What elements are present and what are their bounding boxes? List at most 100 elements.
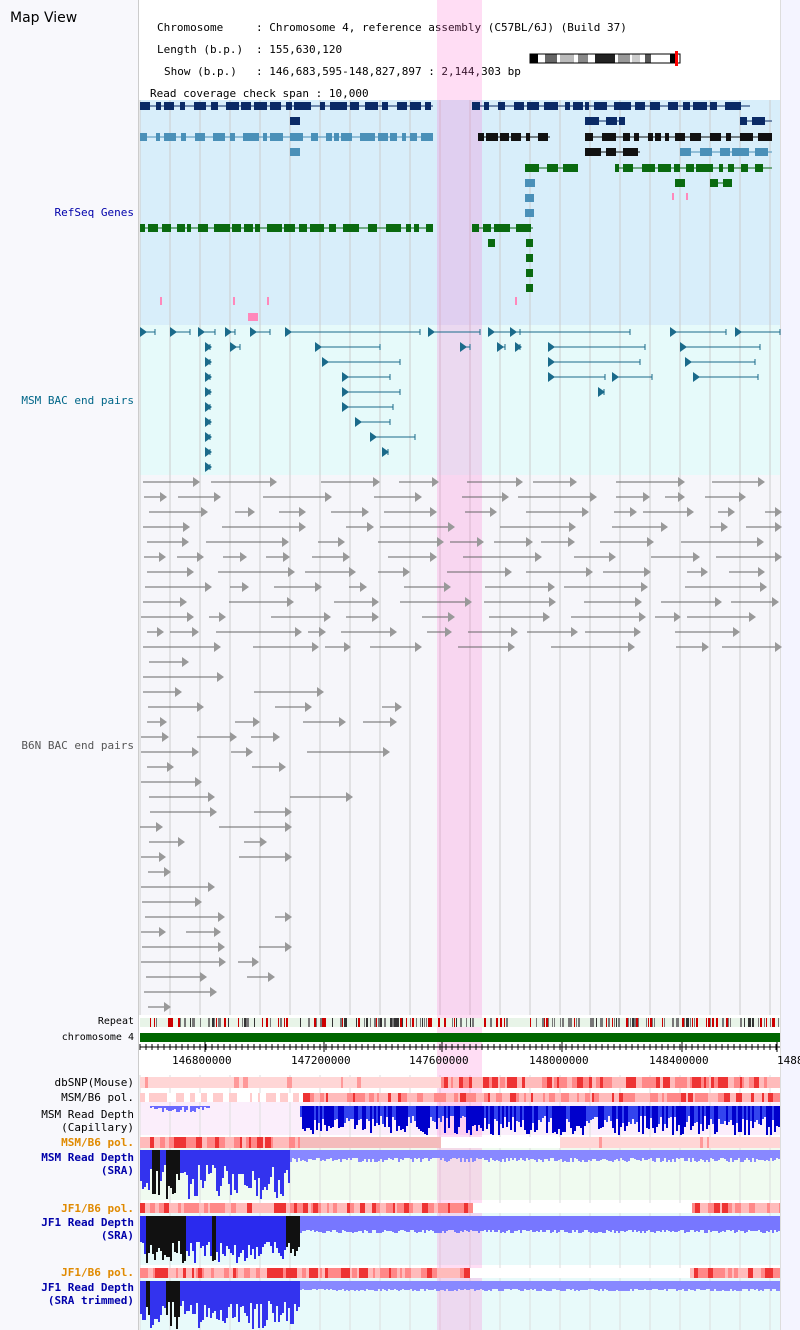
jf1-trim-bar	[444, 1281, 446, 1291]
jf1-trim-bar	[740, 1281, 742, 1291]
dbsnp-cell	[453, 1077, 459, 1088]
label-refseq[interactable]: RefSeq Genes	[54, 206, 134, 219]
jf1-trim-bar	[532, 1281, 534, 1290]
msm-cap-bar	[344, 1106, 346, 1123]
msm-sra-bar	[146, 1150, 148, 1183]
jf1-sra-bar	[212, 1216, 214, 1261]
b6n-bac-end	[693, 552, 700, 562]
jf1-sra-bar	[232, 1216, 234, 1255]
repeat-block	[248, 1018, 249, 1027]
axis-tick-label: 147600000	[409, 1054, 469, 1067]
msm-pol-cell	[345, 1093, 347, 1102]
jf1-pol-cell	[475, 1203, 481, 1213]
msm-bac-pair-end	[322, 357, 329, 367]
jf1-trim-bar	[408, 1281, 410, 1290]
msm-pol2-cell	[599, 1137, 602, 1148]
msm-sra-bar	[754, 1150, 756, 1162]
jf1-pol2-cell	[681, 1268, 687, 1278]
dbsnp-cell	[549, 1077, 552, 1088]
msm-sra-bar	[570, 1150, 572, 1158]
repeat-block	[378, 1018, 380, 1027]
jf1-trim-bar	[540, 1281, 542, 1291]
dbsnp-cell	[364, 1077, 367, 1088]
jf1-trim-bar	[724, 1281, 726, 1291]
jf1-pol2-cell	[485, 1268, 491, 1278]
jf1-pol-cell	[208, 1203, 210, 1213]
msm-cap-bar	[164, 1106, 166, 1108]
jf1-sra-bar	[248, 1216, 250, 1245]
msm-pol-cell	[299, 1093, 303, 1102]
msm-sra-bar	[298, 1150, 300, 1158]
msm-sra-bar	[276, 1150, 278, 1198]
msm-bac-pair-end	[598, 387, 605, 397]
label-b6n-bac[interactable]: B6N BAC end pairs	[21, 739, 134, 752]
msm-cap-bar	[362, 1106, 364, 1130]
msm-pol2-cell	[240, 1137, 242, 1148]
jf1-trim-bar	[180, 1281, 182, 1306]
msm-cap-bar	[438, 1106, 440, 1118]
jf1-pol-cell	[481, 1203, 486, 1213]
dbsnp-cell	[324, 1077, 328, 1088]
repeat-block	[612, 1018, 613, 1027]
jf1-trim-bar	[314, 1281, 316, 1289]
repeat-block	[546, 1018, 548, 1027]
jf1-trim-bar	[572, 1281, 574, 1289]
msm-sra-bar	[360, 1150, 362, 1162]
msm-pol2-cell	[415, 1137, 419, 1148]
jf1-pol-cell	[496, 1203, 501, 1213]
msm-pol2-cell	[594, 1137, 597, 1148]
msm-cap-bar	[334, 1106, 336, 1120]
dbsnp-cell	[647, 1077, 651, 1088]
msm-sra-bar	[540, 1150, 542, 1160]
left-panel	[0, 0, 139, 1330]
msm-sra-bar	[166, 1150, 168, 1199]
jf1-trim-bar	[620, 1281, 622, 1291]
msm-sra-bar	[616, 1150, 618, 1159]
refseq-exon	[700, 148, 712, 156]
dbsnp-cell	[701, 1077, 704, 1088]
msm-sra-bar	[532, 1150, 534, 1159]
jf1-trim-bar	[274, 1281, 276, 1322]
refseq-mark	[160, 297, 162, 305]
jf1-trim-bar	[626, 1281, 628, 1291]
jf1-trim-bar	[304, 1281, 306, 1290]
jf1-trim-bar	[624, 1281, 626, 1291]
jf1-pol-cell	[635, 1203, 637, 1213]
repeat-block	[590, 1018, 592, 1027]
jf1-sra-bar	[568, 1216, 570, 1233]
dbsnp-cell	[583, 1077, 589, 1088]
jf1-trim-bar	[604, 1281, 606, 1289]
jf1-sra-bar	[206, 1216, 208, 1245]
jf1-pol2-cell	[306, 1268, 309, 1278]
repeat-block	[722, 1018, 724, 1027]
msm-sra-bar	[576, 1150, 578, 1159]
msm-sra-bar	[612, 1150, 614, 1162]
msm-sra-bar	[380, 1150, 382, 1159]
jf1-pol2-cell	[728, 1268, 732, 1278]
jf1-pol2-cell	[331, 1268, 337, 1278]
jf1-sra-bar	[744, 1216, 746, 1233]
jf1-sra-bar	[496, 1216, 498, 1232]
jf1-trim-bar	[502, 1281, 504, 1291]
label-msm-bac[interactable]: MSM BAC end pairs	[21, 394, 134, 407]
jf1-trim-bar	[338, 1281, 340, 1290]
jf1-sra-bar	[442, 1216, 444, 1231]
refseq-exon	[755, 148, 768, 156]
jf1-pol-cell	[159, 1203, 164, 1213]
msm-pol-cell	[531, 1093, 533, 1102]
dbsnp-cell	[459, 1077, 463, 1088]
jf1-sra-bar	[194, 1216, 196, 1263]
jf1-trim-bar	[490, 1281, 492, 1291]
jf1-pol-cell	[303, 1203, 308, 1213]
msm-pol-cell	[670, 1093, 675, 1102]
msm-sra-bar	[246, 1150, 248, 1186]
b6n-bac-end	[210, 987, 217, 997]
jf1-pol2-cell	[204, 1268, 209, 1278]
gene-exon	[606, 148, 616, 156]
msm-pol-cell	[360, 1093, 365, 1102]
msm-sra-bar	[670, 1150, 672, 1162]
msm-cap-bar	[300, 1106, 302, 1117]
b6n-bac-end	[218, 912, 225, 922]
jf1-pol-cell	[254, 1203, 260, 1213]
